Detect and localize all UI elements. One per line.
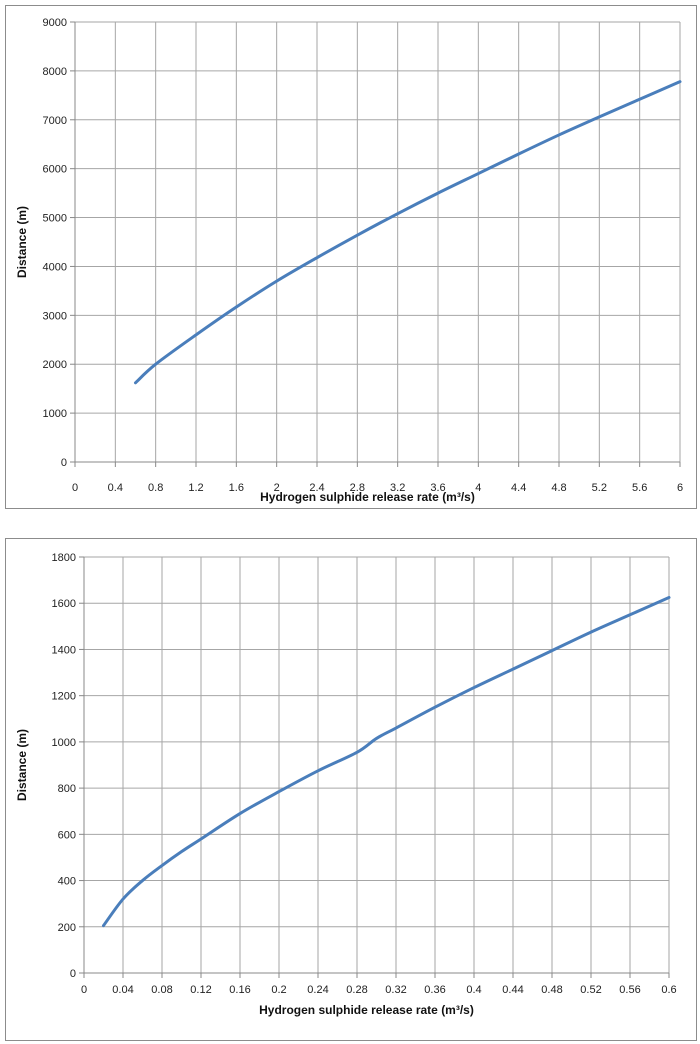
x-tick-label: 2.4 [309, 482, 324, 494]
x-tick-label: 3.6 [430, 482, 445, 494]
x-tick-label: 0.52 [580, 984, 601, 996]
x-tick-label: 4.4 [511, 482, 526, 494]
x-tick-label: 0.24 [307, 984, 328, 996]
x-tick-label: 2.8 [350, 482, 365, 494]
y-axis-title: Distance (m) [15, 729, 29, 801]
series-line [102, 595, 671, 928]
y-tick-label: 8000 [43, 66, 67, 78]
x-tick-label: 0.04 [112, 984, 133, 996]
y-tick-label: 600 [58, 829, 76, 841]
chart-frame-2 [5, 538, 697, 1041]
y-tick-label: 800 [58, 783, 76, 795]
x-tick-label: 6 [677, 482, 683, 494]
x-tick-label: 1.2 [188, 482, 203, 494]
x-tick-label: 0.32 [385, 984, 406, 996]
x-tick-label: 4.8 [551, 482, 566, 494]
y-tick-label: 1000 [52, 737, 76, 749]
y-tick-label: 1800 [52, 552, 76, 564]
y-tick-label: 3000 [43, 310, 67, 322]
x-tick-label: 0.4 [108, 482, 123, 494]
x-tick-label: 0.2 [271, 984, 286, 996]
x-tick-label: 0.28 [346, 984, 367, 996]
y-tick-label: 6000 [43, 164, 67, 176]
y-axis-title: Distance (m) [15, 206, 29, 278]
y-tick-label: 200 [58, 922, 76, 934]
x-tick-label: 1.6 [229, 482, 244, 494]
series-line [134, 80, 682, 385]
x-tick-label: 0.36 [424, 984, 445, 996]
x-tick-label: 3.2 [390, 482, 405, 494]
y-tick-label: 7000 [43, 115, 67, 127]
x-tick-label: 0.56 [619, 984, 640, 996]
y-tick-label: 1400 [52, 644, 76, 656]
chart-1: 0 0.4 0.8 1.2 1.6 2 2.4 2.8 3.2 3.6 4 4.4 4.8 5.2 5.6 6… [15, 17, 683, 504]
x-tick-label: 0.08 [151, 984, 172, 996]
x-tick-label: 0.16 [229, 984, 250, 996]
x-tick-label: 0.48 [541, 984, 562, 996]
y-tick-label: 9000 [43, 17, 67, 29]
x-tick-label: 0.8 [148, 482, 163, 494]
y-tick-label: 1200 [52, 691, 76, 703]
x-tick-label: 0.44 [502, 984, 523, 996]
y-tick-label: 5000 [43, 213, 67, 225]
x-tick-label: 2 [274, 482, 280, 494]
x-tick-label: 0 [81, 984, 87, 996]
chart-frame-1 [5, 5, 697, 509]
x-axis-title: Hydrogen sulphide release rate (m³/s) [259, 1003, 474, 1017]
x-axis-title: Hydrogen sulphide release rate (m³/s) [260, 490, 475, 504]
y-tick-label: 1000 [43, 408, 67, 420]
x-tick-label: 0.4 [466, 984, 481, 996]
x-tick-label: 5.2 [592, 482, 607, 494]
y-tick-label: 4000 [43, 261, 67, 273]
y-tick-label: 1600 [52, 598, 76, 610]
chart-2: 0 0.04 0.08 0.12 0.16 0.2 0.24 0.28 0.32 0.36 0.4 0… [15, 552, 677, 1017]
x-tick-label: 0.12 [190, 984, 211, 996]
x-tick-label: 0 [72, 482, 78, 494]
x-tick-label: 0.6 [661, 984, 676, 996]
y-tick-label: 0 [61, 457, 67, 469]
y-tick-label: 400 [58, 876, 76, 888]
x-tick-label: 5.6 [632, 482, 647, 494]
y-tick-label: 2000 [43, 359, 67, 371]
y-tick-label: 0 [70, 968, 76, 980]
x-tick-label: 4 [475, 482, 481, 494]
